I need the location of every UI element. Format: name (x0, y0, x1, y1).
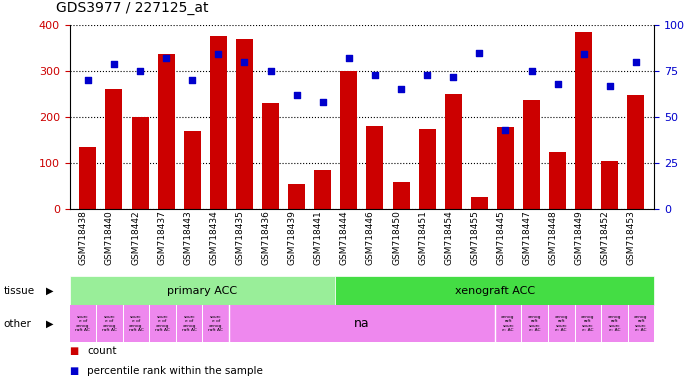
Bar (393, 182, 409, 209)
Bar (549, 152, 566, 209)
Point (422, 72, 433, 78)
Point (552, 81, 563, 87)
Text: GDS3977 / 227125_at: GDS3977 / 227125_at (56, 2, 208, 15)
Text: GSM718444: GSM718444 (340, 210, 349, 265)
Bar (419, 129, 436, 209)
Bar (471, 197, 488, 209)
Text: GSM718451: GSM718451 (418, 210, 427, 265)
Point (134, 68, 145, 74)
Bar (335, 276, 654, 305)
Point (578, 51, 590, 58)
Text: ■: ■ (70, 346, 82, 356)
Point (317, 99, 329, 106)
Bar (262, 103, 279, 209)
Point (526, 68, 537, 74)
Point (239, 59, 250, 65)
Text: count: count (87, 346, 116, 356)
Text: ▶: ▶ (47, 318, 54, 329)
Text: GSM718449: GSM718449 (575, 210, 584, 265)
Point (500, 127, 511, 133)
Text: GSM718443: GSM718443 (183, 210, 192, 265)
Text: GSM718434: GSM718434 (209, 210, 219, 265)
Bar (184, 131, 200, 209)
Text: GSM718438: GSM718438 (79, 210, 88, 265)
Text: sourc
e of
xenog
raft AC: sourc e of xenog raft AC (75, 315, 90, 332)
Text: GSM718450: GSM718450 (392, 210, 401, 265)
Point (109, 61, 120, 67)
Text: sourc
e of
xenog
raft AC: sourc e of xenog raft AC (182, 315, 197, 332)
Text: xenog
raft
sourc
e: AC: xenog raft sourc e: AC (528, 315, 541, 332)
Text: sourc
e of
xenog
raft AC: sourc e of xenog raft AC (129, 315, 143, 332)
Point (604, 83, 615, 89)
Text: xenog
raft
sourc
e: AC: xenog raft sourc e: AC (608, 315, 621, 332)
Text: percentile rank within the sample: percentile rank within the sample (87, 366, 263, 376)
Text: GSM718442: GSM718442 (131, 210, 140, 265)
Text: xenog
raft
sourc
e: AC: xenog raft sourc e: AC (634, 315, 648, 332)
Point (343, 55, 354, 61)
Text: sourc
e of
xenog
raft AC: sourc e of xenog raft AC (208, 315, 223, 332)
Bar (367, 126, 383, 209)
Text: xenograft ACC: xenograft ACC (454, 286, 535, 296)
Text: GSM718446: GSM718446 (366, 210, 375, 265)
Text: GSM718439: GSM718439 (287, 210, 296, 265)
Bar (79, 147, 96, 209)
Bar (132, 117, 148, 209)
Text: sourc
e of
xenog
raft AC: sourc e of xenog raft AC (155, 315, 170, 332)
Text: GSM718448: GSM718448 (548, 210, 557, 265)
Text: na: na (354, 317, 370, 330)
Text: sourc
e of
xenog
raft AC: sourc e of xenog raft AC (102, 315, 117, 332)
Text: GSM718447: GSM718447 (523, 210, 532, 265)
Text: xenog
raft
sourc
e: AC: xenog raft sourc e: AC (501, 315, 515, 332)
Text: GSM718436: GSM718436 (262, 210, 271, 265)
Point (474, 50, 485, 56)
Bar (210, 36, 227, 209)
Text: GSM718453: GSM718453 (627, 210, 636, 265)
Text: tissue: tissue (3, 286, 35, 296)
Bar (315, 170, 331, 209)
Bar (106, 89, 122, 209)
Text: xenog
raft
sourc
e: AC: xenog raft sourc e: AC (581, 315, 594, 332)
Bar (445, 94, 461, 209)
Text: ▶: ▶ (47, 286, 54, 296)
Bar (70, 276, 335, 305)
Text: ■: ■ (70, 366, 82, 376)
Point (161, 55, 172, 61)
Bar (236, 39, 253, 209)
Point (265, 68, 276, 74)
Point (187, 77, 198, 83)
Text: GSM718455: GSM718455 (470, 210, 480, 265)
Text: GSM718440: GSM718440 (105, 210, 114, 265)
Text: GSM718437: GSM718437 (157, 210, 166, 265)
Point (370, 72, 381, 78)
Text: GSM718435: GSM718435 (235, 210, 244, 265)
Bar (523, 99, 540, 209)
Point (82, 77, 93, 83)
Text: GSM718452: GSM718452 (601, 210, 610, 265)
Text: primary ACC: primary ACC (168, 286, 237, 296)
Bar (601, 161, 618, 209)
Point (291, 92, 302, 98)
Bar (340, 71, 357, 209)
Point (213, 51, 224, 58)
Bar (628, 95, 644, 209)
Point (631, 59, 642, 65)
Point (395, 86, 406, 93)
Text: GSM718454: GSM718454 (444, 210, 453, 265)
Bar (288, 184, 305, 209)
Text: GSM718441: GSM718441 (314, 210, 323, 265)
Text: other: other (3, 318, 31, 329)
Point (448, 73, 459, 79)
Bar (158, 53, 175, 209)
Text: GSM718445: GSM718445 (496, 210, 505, 265)
Bar (497, 127, 514, 209)
Bar (576, 32, 592, 209)
Text: xenog
raft
sourc
e: AC: xenog raft sourc e: AC (555, 315, 568, 332)
